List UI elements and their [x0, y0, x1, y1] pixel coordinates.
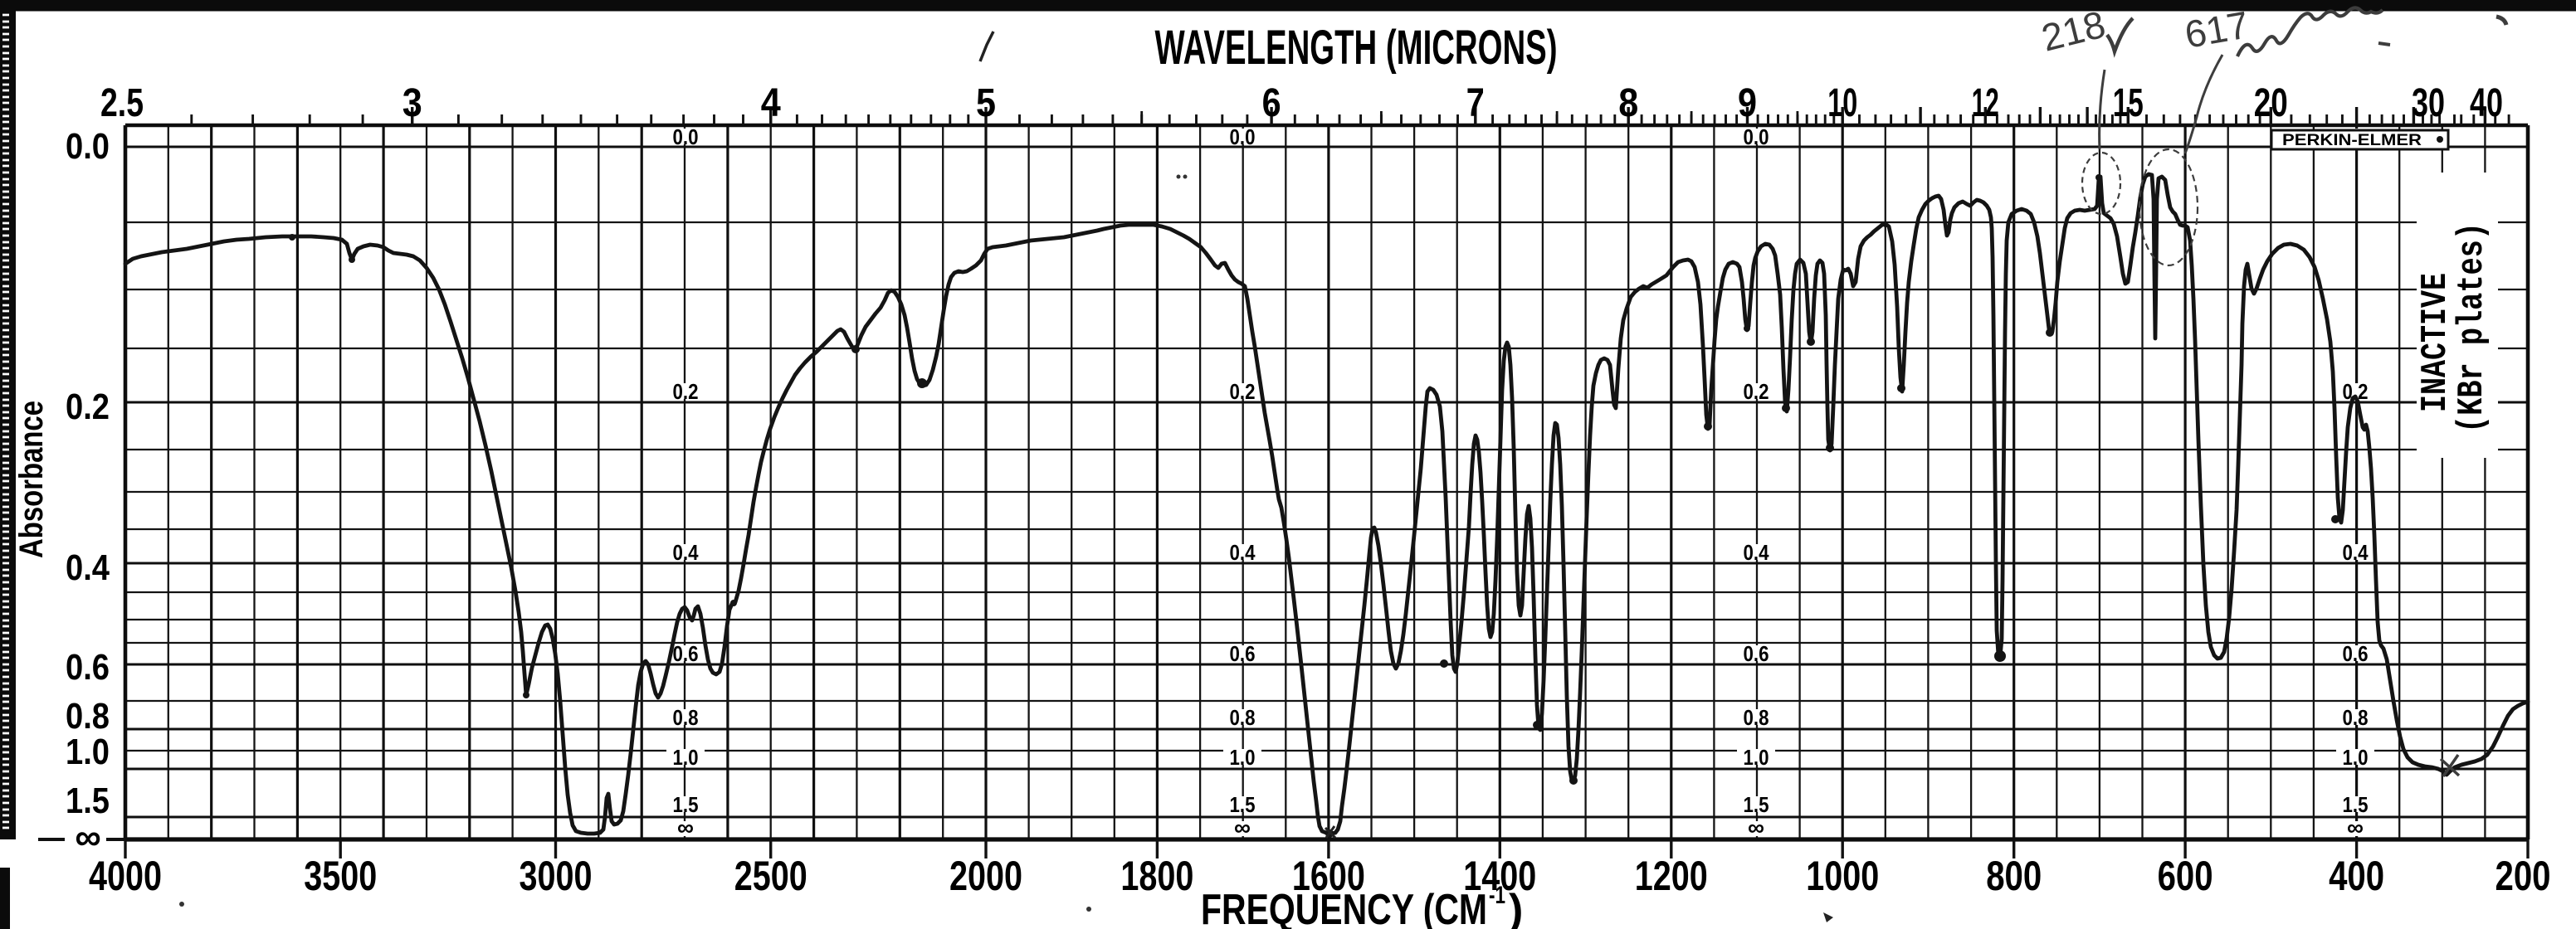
- svg-text:Absorbance: Absorbance: [13, 401, 50, 558]
- svg-text:7: 7: [1466, 81, 1485, 125]
- svg-text:1.0: 1.0: [673, 745, 699, 770]
- svg-text:12: 12: [1972, 81, 1999, 125]
- svg-text:0.6: 0.6: [1230, 641, 1256, 666]
- svg-text:0.8: 0.8: [1744, 705, 1769, 730]
- svg-text:1400: 1400: [1463, 853, 1536, 899]
- svg-text:3: 3: [402, 81, 422, 125]
- svg-text:PERKIN-ELMER: PERKIN-ELMER: [2282, 132, 2422, 149]
- svg-text:0.8: 0.8: [673, 705, 699, 730]
- svg-text:0.2: 0.2: [1744, 379, 1769, 404]
- svg-text:0.2: 0.2: [1230, 379, 1256, 404]
- svg-text:0.4: 0.4: [673, 540, 699, 565]
- svg-text:INACTIVE: INACTIVE: [2415, 273, 2456, 412]
- svg-text:4: 4: [761, 81, 781, 125]
- svg-text:0.0: 0.0: [66, 126, 110, 167]
- svg-text:3000: 3000: [520, 853, 593, 899]
- svg-text:0.8: 0.8: [1230, 705, 1256, 730]
- svg-text:): ): [1509, 886, 1523, 929]
- svg-text:∞: ∞: [1234, 815, 1251, 840]
- svg-text:0.4: 0.4: [1744, 540, 1769, 565]
- svg-text:10: 10: [1827, 81, 1857, 125]
- svg-text:30: 30: [2412, 81, 2445, 125]
- svg-text:2.5: 2.5: [100, 81, 144, 125]
- svg-text:20: 20: [2254, 81, 2288, 125]
- svg-text:0.8: 0.8: [66, 696, 110, 737]
- svg-text:0.2: 0.2: [673, 379, 699, 404]
- svg-text:∞: ∞: [677, 815, 694, 840]
- svg-text:0.4: 0.4: [1230, 540, 1256, 565]
- svg-text:15: 15: [2113, 81, 2144, 125]
- svg-text:(KBr plates): (KBr plates): [2452, 222, 2493, 433]
- svg-text:0.6: 0.6: [1744, 641, 1769, 666]
- svg-text:1.0: 1.0: [2343, 745, 2369, 770]
- svg-text:0.4: 0.4: [66, 547, 110, 588]
- svg-text:0.2: 0.2: [66, 387, 110, 427]
- svg-text:1.0: 1.0: [1230, 745, 1256, 770]
- svg-text:0.4: 0.4: [2343, 540, 2369, 565]
- svg-text:1.5: 1.5: [1230, 792, 1256, 817]
- svg-text:6: 6: [1262, 81, 1281, 125]
- svg-text:∞: ∞: [2347, 815, 2364, 840]
- svg-text:1.5: 1.5: [673, 792, 699, 817]
- svg-text:200: 200: [2496, 853, 2551, 899]
- svg-text:-1: -1: [1489, 882, 1505, 909]
- svg-text:2500: 2500: [734, 853, 807, 899]
- svg-text:0.8: 0.8: [2343, 705, 2369, 730]
- svg-text:0.6: 0.6: [66, 647, 110, 688]
- svg-text:0.0: 0.0: [1230, 124, 1256, 149]
- svg-text:∞: ∞: [1748, 815, 1764, 840]
- svg-text:1600: 1600: [1292, 853, 1365, 899]
- svg-text:3500: 3500: [304, 853, 377, 899]
- svg-text:1.5: 1.5: [2343, 792, 2369, 817]
- svg-text:40: 40: [2470, 81, 2503, 125]
- svg-text:∞: ∞: [75, 817, 100, 858]
- svg-text:600: 600: [2158, 853, 2213, 899]
- svg-text:WAVELENGTH (MICRONS): WAVELENGTH (MICRONS): [1155, 21, 1558, 75]
- svg-text:4000: 4000: [89, 853, 162, 899]
- svg-text:0.6: 0.6: [2343, 641, 2369, 666]
- svg-text:1000: 1000: [1806, 853, 1879, 899]
- svg-text:1800: 1800: [1120, 853, 1193, 899]
- svg-text:800: 800: [1986, 853, 2042, 899]
- svg-text:8: 8: [1618, 81, 1638, 125]
- svg-text:9: 9: [1738, 81, 1757, 125]
- svg-text:1.0: 1.0: [1744, 745, 1769, 770]
- svg-text:1.5: 1.5: [1744, 792, 1769, 817]
- svg-text:0.0: 0.0: [1744, 124, 1769, 149]
- svg-text:1200: 1200: [1635, 853, 1708, 899]
- svg-text:2000: 2000: [949, 853, 1022, 899]
- svg-text:5: 5: [976, 81, 996, 125]
- svg-text:400: 400: [2329, 853, 2384, 899]
- svg-text:1.5: 1.5: [66, 781, 110, 821]
- svg-text:1.0: 1.0: [66, 732, 110, 772]
- svg-text:FREQUENCY (CM: FREQUENCY (CM: [1201, 886, 1487, 929]
- svg-text:0.0: 0.0: [673, 124, 699, 149]
- svg-text:0.6: 0.6: [673, 641, 699, 666]
